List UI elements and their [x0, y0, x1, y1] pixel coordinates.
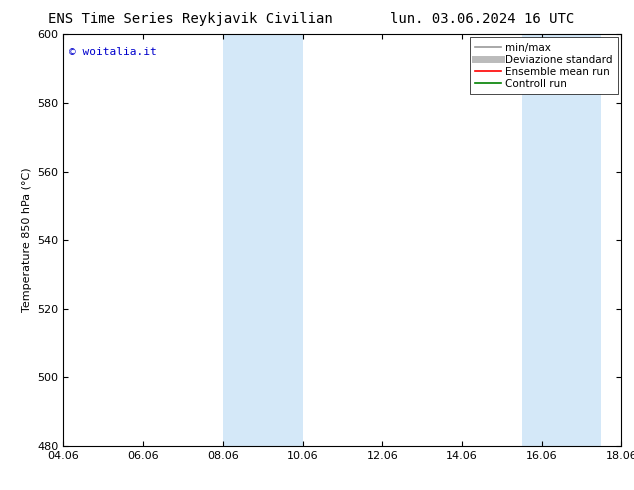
- Bar: [522, 34, 602, 446]
- Text: © woitalia.it: © woitalia.it: [69, 47, 157, 57]
- Text: ENS Time Series Reykjavik Civilian: ENS Time Series Reykjavik Civilian: [48, 12, 333, 26]
- Legend: min/max, Deviazione standard, Ensemble mean run, Controll run: min/max, Deviazione standard, Ensemble m…: [470, 37, 618, 94]
- Bar: [223, 34, 302, 446]
- Y-axis label: Temperature 850 hPa (°C): Temperature 850 hPa (°C): [22, 168, 32, 313]
- Text: lun. 03.06.2024 16 UTC: lun. 03.06.2024 16 UTC: [390, 12, 574, 26]
